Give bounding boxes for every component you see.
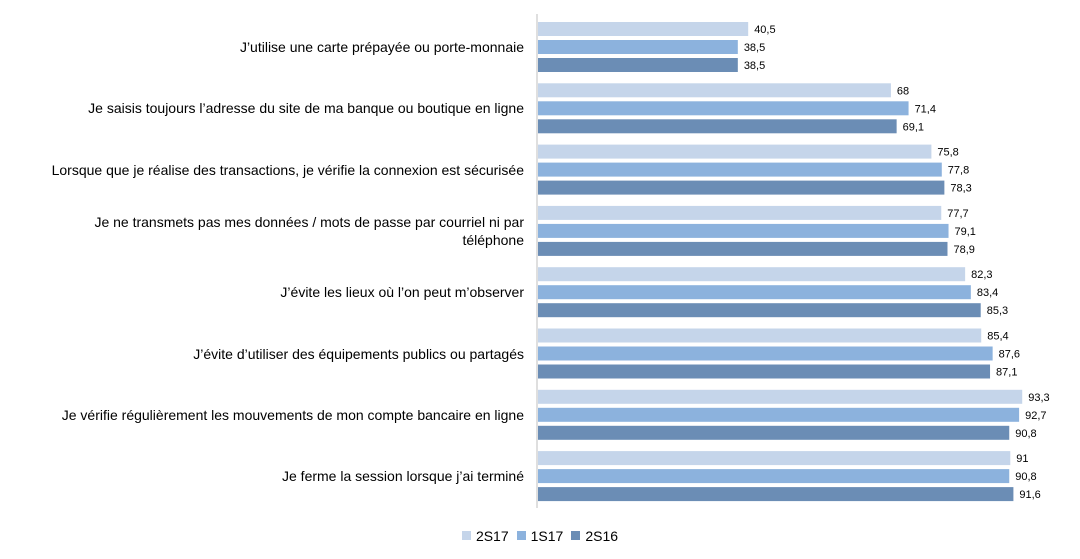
legend-swatch	[461, 531, 471, 540]
category-label-6: Je vérifie régulièrement les mouvements …	[4, 406, 524, 424]
category-label-line: J’évite d’utiliser des équipements publi…	[193, 345, 524, 362]
category-label-line: J’utilise une carte prépayée ou porte-mo…	[239, 39, 524, 55]
legend-item-1S17: 1S17	[516, 527, 564, 544]
category-label-5: J’évite d’utiliser des équipements publi…	[4, 345, 524, 363]
category-label-line: téléphone	[462, 231, 524, 248]
category-label-line: J’évite les lieux où l’on peut m’observe…	[280, 284, 524, 301]
bar-2S16-7	[538, 487, 1014, 502]
category-label-0: J’utilise une carte prépayée ou porte-mo…	[4, 38, 524, 56]
category-label-line: Je ne transmets pas mes données / mots d…	[94, 213, 524, 230]
bar-1S17-1	[538, 101, 909, 116]
bar-2S17-3	[538, 205, 942, 220]
data-label-2S17-7: 91	[1016, 453, 1028, 465]
legend-label: 2S16	[585, 527, 619, 544]
data-label-2S17-1: 68	[897, 85, 909, 97]
bar-1S17-3	[538, 223, 949, 238]
bar-1S17-4	[538, 285, 971, 300]
bar-2S16-4	[538, 303, 981, 318]
data-label-1S17-5: 87,6	[999, 349, 1020, 361]
bar-2S16-1	[538, 119, 897, 134]
bar-1S17-7	[538, 469, 1010, 484]
data-label-1S17-0: 38,5	[744, 42, 765, 54]
data-label-2S16-5: 87,1	[996, 367, 1017, 379]
bar-2S16-2	[538, 180, 945, 195]
bar-chart: 40,5 38,5 38,5 68 71,4 69,1 75,8 77,8 78,3 77,7 79…	[536, 14, 1050, 508]
data-label-1S17-2: 77,8	[948, 165, 969, 177]
data-label-2S16-2: 78,3	[950, 183, 971, 195]
category-label-4: J’évite les lieux où l’on peut m’observe…	[4, 283, 524, 301]
data-label-2S17-6: 93,3	[1028, 392, 1049, 404]
legend-swatch	[516, 531, 526, 540]
legend-swatch	[571, 531, 581, 540]
bar-2S16-5	[538, 364, 991, 379]
category-label-7: Je ferme la session lorsque j’ai terminé	[4, 467, 524, 485]
legend-item-2S16: 2S16	[571, 528, 618, 544]
data-label-2S16-0: 38,5	[744, 60, 765, 72]
data-label-1S17-6: 92,7	[1025, 410, 1046, 422]
bar-2S16-6	[538, 425, 1010, 440]
bar-1S17-2	[538, 162, 942, 177]
bar-2S17-4	[538, 267, 966, 282]
data-label-2S16-4: 85,3	[987, 305, 1008, 317]
data-label-1S17-3: 79,1	[955, 226, 976, 238]
legend-label: 1S17	[530, 527, 564, 544]
category-label-1: Je saisis toujours l’adresse du site de …	[4, 99, 524, 117]
bar-2S17-6	[538, 389, 1023, 404]
category-label-3: Je ne transmets pas mes données / mots d…	[4, 213, 524, 249]
legend-label: 2S17	[475, 527, 509, 544]
category-label-line: Je saisis toujours l’adresse du site de …	[88, 100, 524, 117]
bar-2S16-3	[538, 241, 948, 256]
legend: 2S17 1S17 2S16	[0, 527, 1080, 544]
bar-1S17-0	[538, 40, 738, 54]
data-label-2S17-5: 85,4	[987, 331, 1008, 343]
data-label-1S17-1: 71,4	[915, 103, 936, 115]
data-label-2S16-6: 90,8	[1015, 428, 1036, 440]
bar-2S17-2	[538, 144, 932, 159]
legend-item-2S17: 2S17	[461, 527, 509, 544]
data-label-1S17-7: 90,8	[1015, 471, 1036, 483]
bar-2S17-0	[538, 22, 749, 36]
category-label-line: Je vérifie régulièrement les mouvements …	[61, 406, 524, 423]
bar-2S17-5	[538, 328, 982, 343]
data-label-2S17-3: 77,7	[947, 208, 968, 220]
category-label-line: Je ferme la session lorsque j’ai terminé	[282, 468, 524, 485]
data-label-2S16-7: 91,6	[1019, 489, 1040, 501]
bar-2S17-7	[538, 451, 1011, 466]
data-label-2S17-0: 40,5	[754, 24, 775, 36]
data-label-2S17-4: 82,3	[971, 269, 992, 281]
data-label-1S17-4: 83,4	[977, 287, 998, 299]
data-label-2S17-2: 75,8	[937, 147, 958, 159]
bar-1S17-6	[538, 407, 1020, 422]
category-label-2: Lorsque que je réalise des transactions,…	[4, 161, 524, 179]
category-label-line: Lorsque que je réalise des transactions,…	[51, 161, 524, 178]
bar-2S16-0	[538, 58, 738, 72]
data-label-2S16-3: 78,9	[953, 244, 974, 256]
bar-2S17-1	[538, 83, 891, 98]
data-label-2S16-1: 69,1	[903, 121, 924, 133]
bar-1S17-5	[538, 346, 993, 361]
